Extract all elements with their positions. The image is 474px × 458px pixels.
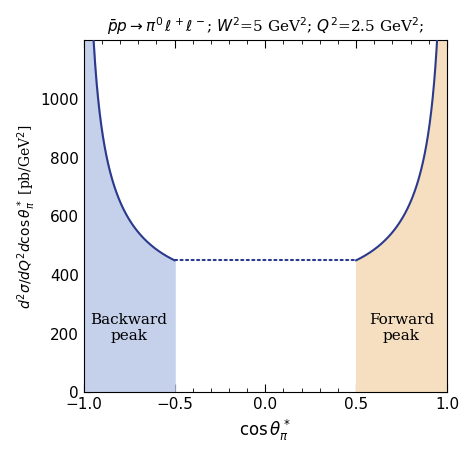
Title: $\bar{p}p \rightarrow \pi^0\,\ell^+\ell^-$; $W^2$=5 GeV$^2$; $Q^2$=2.5 GeV$^2$;: $\bar{p}p \rightarrow \pi^0\,\ell^+\ell^… — [107, 15, 424, 37]
Text: Forward
peak: Forward peak — [369, 313, 434, 343]
Y-axis label: $d^2\sigma/dQ^2d\cos\theta^*_\pi$ [pb/GeV$^2$]: $d^2\sigma/dQ^2d\cos\theta^*_\pi$ [pb/Ge… — [15, 124, 37, 309]
X-axis label: $\cos\theta^*_\pi$: $\cos\theta^*_\pi$ — [239, 418, 292, 443]
Text: Backward
peak: Backward peak — [91, 313, 168, 343]
